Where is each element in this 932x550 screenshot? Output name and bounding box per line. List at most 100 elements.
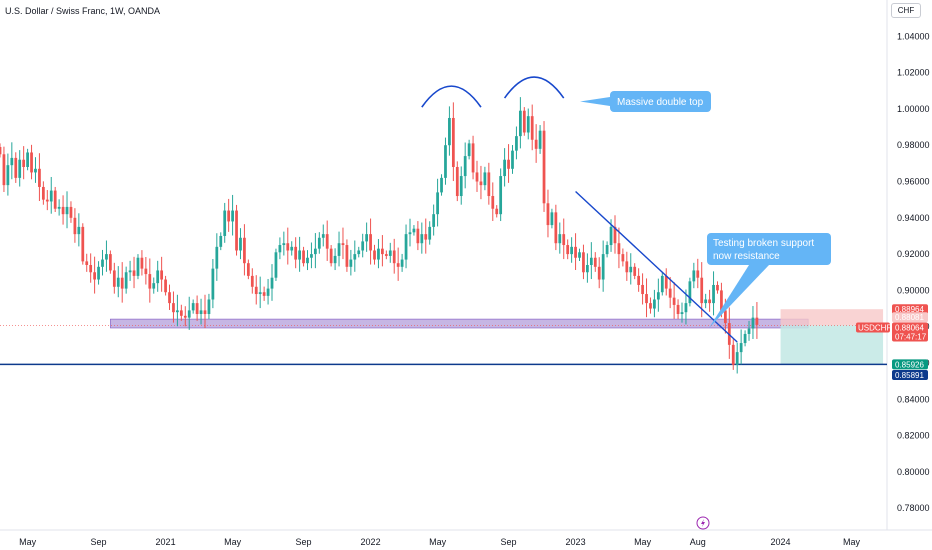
candle-body — [219, 235, 223, 247]
candle-body — [526, 116, 530, 133]
candle-body — [109, 254, 112, 271]
candle-body — [203, 310, 207, 315]
candle-body — [223, 210, 227, 236]
time-tick-label: Sep — [91, 537, 107, 547]
callout-pointer — [709, 265, 769, 328]
candle-body — [723, 310, 727, 324]
candle-body — [747, 328, 751, 334]
candle-body — [751, 317, 755, 329]
price-tick-label: 0.84000 — [897, 394, 930, 404]
retest-label-line2: now resistance — [713, 251, 780, 262]
candle-body — [400, 259, 404, 267]
candle-body — [731, 344, 735, 365]
time-tick-label: 2024 — [771, 537, 791, 547]
currency-button[interactable]: CHF — [891, 3, 921, 18]
candle-body — [227, 210, 231, 222]
lightning-glyph — [701, 519, 705, 527]
candle-body — [164, 279, 167, 293]
candle-body — [61, 206, 65, 215]
candle-body — [112, 270, 116, 287]
candle-body — [444, 145, 447, 178]
candle-body — [720, 290, 723, 311]
price-tick-label: 0.96000 — [897, 177, 930, 187]
candle-body — [515, 136, 518, 151]
candle-body — [475, 172, 479, 182]
candle-body — [424, 234, 428, 240]
time-tick-label: 2022 — [361, 537, 381, 547]
candle-body — [191, 303, 195, 311]
price-tick-label: 1.02000 — [897, 68, 930, 78]
price-tick-label: 0.94000 — [897, 213, 930, 223]
candle-body — [270, 277, 274, 289]
candle-body — [617, 243, 621, 255]
candle-body — [633, 266, 637, 276]
candle-body — [0, 147, 2, 155]
candle-body — [81, 226, 85, 262]
current-price-tag-text: 07:47:17 — [895, 333, 927, 342]
candle-body — [499, 176, 503, 215]
double-top-label: Massive double top — [617, 97, 704, 108]
candle-body — [187, 310, 191, 318]
price-tick-label: 0.92000 — [897, 249, 930, 259]
price-tick-label: 0.78000 — [897, 503, 930, 513]
candle-body — [239, 237, 242, 251]
candle-body — [641, 284, 644, 295]
symbol-tag-text: USDCHF — [858, 324, 891, 333]
candle-body — [459, 176, 463, 197]
candle-body — [211, 268, 215, 300]
candle-body — [463, 156, 467, 177]
candle-body — [574, 246, 577, 258]
candle-body — [432, 214, 436, 227]
candle-body — [282, 243, 286, 246]
time-tick-label: 2021 — [156, 537, 176, 547]
candle-body — [361, 241, 365, 251]
candle-body — [57, 206, 61, 209]
candle-body — [653, 299, 656, 309]
candle-body — [570, 246, 574, 255]
candle-body — [10, 157, 14, 166]
candle-body — [49, 190, 53, 202]
candle-body — [101, 259, 104, 267]
candle-body — [408, 232, 412, 235]
candle-body — [416, 228, 420, 244]
candle-body — [601, 254, 605, 280]
candle-body — [582, 252, 585, 273]
stop-price-tag — [892, 304, 928, 315]
candle-body — [317, 237, 321, 249]
candle-body — [41, 186, 45, 200]
candle-body — [124, 272, 128, 289]
candle-body — [183, 315, 187, 318]
candle-body — [38, 168, 41, 187]
support-zone — [110, 318, 809, 329]
candle-body — [278, 245, 282, 253]
symbol-tag — [856, 322, 890, 333]
candle-body — [530, 116, 534, 140]
candle-body — [160, 270, 164, 280]
candle-body — [120, 277, 124, 289]
candle-body — [345, 245, 349, 267]
candle-body — [546, 203, 550, 226]
candle-body — [274, 252, 278, 278]
candle-body — [349, 259, 353, 267]
candle-body — [605, 245, 609, 255]
candle-body — [286, 243, 290, 251]
candle-body — [384, 254, 388, 256]
candle-body — [148, 274, 152, 289]
candle-body — [511, 150, 514, 169]
stop-loss-zone — [780, 309, 884, 326]
candle-body — [448, 117, 451, 146]
candle-body — [660, 275, 664, 293]
candle-body — [613, 226, 617, 244]
candle-body — [538, 130, 542, 149]
candle-body — [306, 257, 309, 264]
time-tick-label: May — [19, 537, 37, 547]
candle-body — [412, 228, 416, 233]
candle-body — [266, 288, 270, 296]
current-price-tag — [892, 322, 928, 342]
candle-body — [708, 299, 711, 304]
candle-body — [542, 130, 546, 204]
candle-body — [550, 212, 554, 226]
candle-body — [503, 159, 506, 177]
candle-body — [455, 166, 459, 197]
